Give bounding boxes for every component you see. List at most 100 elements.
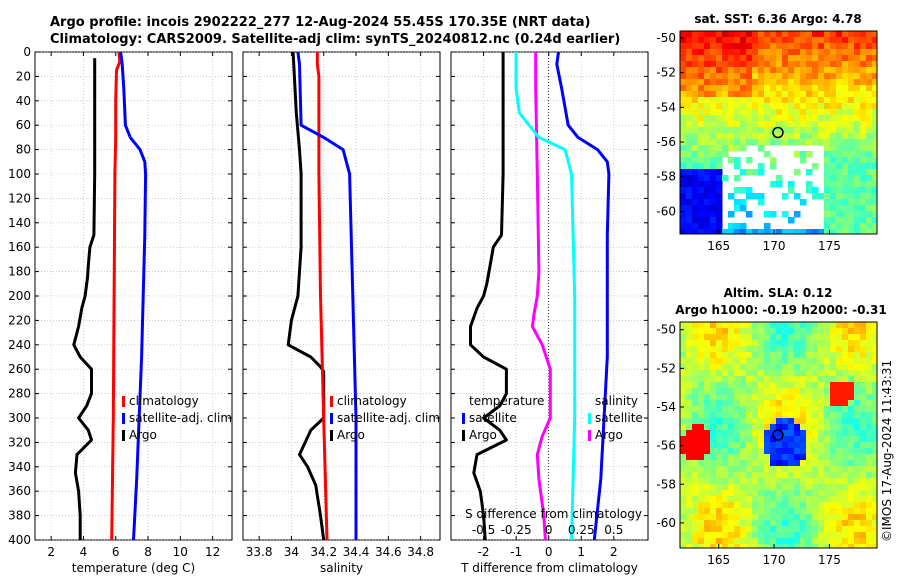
sla-map-pixel <box>806 328 813 335</box>
sst-map-pixel <box>704 55 711 62</box>
sla-map-pixel <box>758 514 765 521</box>
sla-map-pixel <box>788 394 795 401</box>
sla-map-pixel <box>794 544 801 548</box>
sst-map-pixel <box>758 37 765 44</box>
sst-map-pixel <box>686 37 693 44</box>
sla-map-pixel <box>752 466 759 473</box>
sla-map-pixel <box>872 322 877 329</box>
sst-map-pixel <box>692 133 699 140</box>
sla-map-pixel <box>770 364 777 371</box>
sla-map-pixel <box>818 442 825 449</box>
sla-map-pixel <box>692 466 699 473</box>
sla-map-pixel <box>746 460 753 467</box>
sla-map-pixel <box>752 472 759 479</box>
sla-map-pixel <box>686 322 693 329</box>
sst-map-pixel <box>746 169 753 176</box>
sla-map-pixel <box>794 376 801 383</box>
sla-map-pixel <box>812 478 819 485</box>
sla-map-pixel <box>860 466 867 473</box>
sla-map-pixel <box>716 328 723 335</box>
sst-map-pixel <box>830 55 837 62</box>
sst-map-pixel <box>728 223 735 230</box>
sst-map-pixel <box>818 121 825 128</box>
sla-map-pixel <box>722 334 729 341</box>
sst-map-pixel <box>854 223 861 230</box>
sla-map-pixel <box>716 520 723 527</box>
sst-map-pixel <box>680 37 687 44</box>
sla-map-pixel <box>758 370 765 377</box>
sla-map-pixel <box>836 430 843 437</box>
sla-map-pixel <box>704 328 711 335</box>
sst-map-pixel <box>848 97 855 104</box>
sla-map-pixel <box>716 496 723 503</box>
sla-map-pixel <box>716 418 723 425</box>
sla-map-pixel <box>854 430 861 437</box>
sst-map-pixel <box>830 175 837 182</box>
sst-map-pixel <box>698 37 705 44</box>
temperature-legend-item: satellite-adj. clim <box>129 411 232 425</box>
sla-map-pixel <box>788 346 795 353</box>
sst-map-pixel <box>812 31 819 38</box>
sst-map-pixel <box>842 199 849 206</box>
sla-map-pixel <box>758 538 765 545</box>
sst-map-pixel <box>734 121 741 128</box>
sla-map-pixel <box>842 328 849 335</box>
sst-map-pixel <box>794 139 801 146</box>
sla-map-pixel <box>758 376 765 383</box>
sst-map-pixel <box>842 43 849 50</box>
sst-map-pixel <box>680 97 687 104</box>
sst-map-pixel <box>776 139 783 146</box>
sst-map-pixel <box>686 199 693 206</box>
sla-map-pixel <box>794 520 801 527</box>
sla-map-pixel <box>872 448 877 455</box>
sla-map-pixel <box>818 358 825 365</box>
sla-map-pixel <box>818 400 825 407</box>
sla-map-pixel <box>860 478 867 485</box>
sst-map-pixel <box>692 49 699 56</box>
sla-map-pixel <box>824 526 831 533</box>
sla-map-ytick-label: -54 <box>656 400 676 414</box>
difference-xtick-label: -2 <box>478 545 490 559</box>
sla-map-pixel <box>866 496 873 503</box>
sst-map-pixel <box>716 109 723 116</box>
sla-map-pixel <box>710 382 717 389</box>
sla-map-pixel <box>788 538 795 545</box>
sst-map-pixel <box>794 169 801 176</box>
sla-map-pixel <box>848 328 855 335</box>
sst-map-pixel <box>758 79 765 86</box>
sst-map-pixel <box>806 127 813 134</box>
sst-map-pixel <box>866 205 873 212</box>
sst-map-pixel <box>764 43 771 50</box>
sst-map-pixel <box>854 97 861 104</box>
sla-map-pixel <box>770 352 777 359</box>
sla-map-pixel <box>860 376 867 383</box>
sla-map-pixel <box>734 430 741 437</box>
sla-map-pixel <box>770 490 777 497</box>
sst-map-pixel <box>698 103 705 110</box>
sst-map-pixel <box>866 181 873 188</box>
sst-map-pixel <box>698 169 705 176</box>
depth-tick-label: 180 <box>8 265 31 279</box>
temperature-legend-item: Argo <box>129 428 157 442</box>
sla-map-pixel <box>830 514 837 521</box>
sst-map-pixel <box>686 73 693 80</box>
sla-map-pixel <box>782 502 789 509</box>
sst-map-pixel <box>758 31 765 38</box>
sla-map-pixel <box>812 340 819 347</box>
sst-map-pixel <box>752 229 759 234</box>
sla-map-pixel <box>728 454 735 461</box>
sla-map-pixel <box>698 448 705 455</box>
sla-map-pixel <box>698 442 705 449</box>
sla-map-pixel <box>830 418 837 425</box>
temperature-xtick-label: 12 <box>205 545 220 559</box>
salinity-series-argo <box>286 51 326 541</box>
sla-map-pixel <box>686 484 693 491</box>
sla-map-pixel <box>758 388 765 395</box>
sla-map-pixel <box>770 484 777 491</box>
sla-map-pixel <box>740 508 747 515</box>
sla-map-pixel <box>848 412 855 419</box>
sla-map-pixel <box>710 424 717 431</box>
sst-map-pixel <box>812 61 819 68</box>
sla-map-pixel <box>740 532 747 539</box>
sst-map-pixel <box>740 121 747 128</box>
